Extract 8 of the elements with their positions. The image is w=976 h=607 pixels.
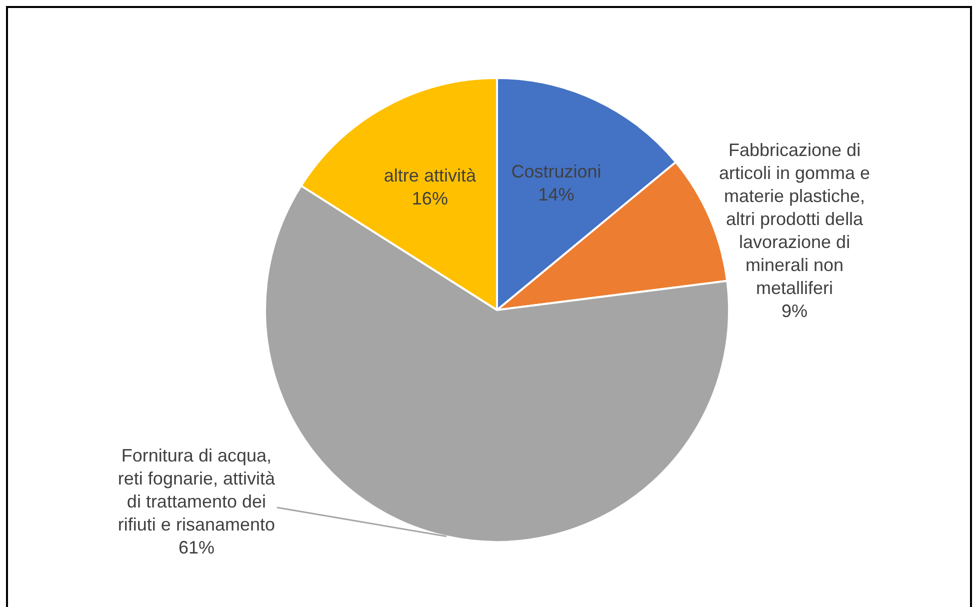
- data-label: 61%: [178, 537, 214, 558]
- slice-label: Fabbricazione di articoli in gomma e materie plastiche, altri prodotti della lavorazione di minerali non metalliferi: [719, 140, 870, 298]
- slice-label: Costruzioni: [511, 162, 602, 182]
- data-label: 14%: [538, 184, 574, 205]
- data-label: 9%: [782, 301, 808, 322]
- data-label: 16%: [412, 188, 448, 208]
- slice-label: Fornitura di acqua, reti fognarie, attività di trattamento dei rifiuti e risanamento: [118, 445, 276, 534]
- slice-label: altre attività: [384, 165, 477, 186]
